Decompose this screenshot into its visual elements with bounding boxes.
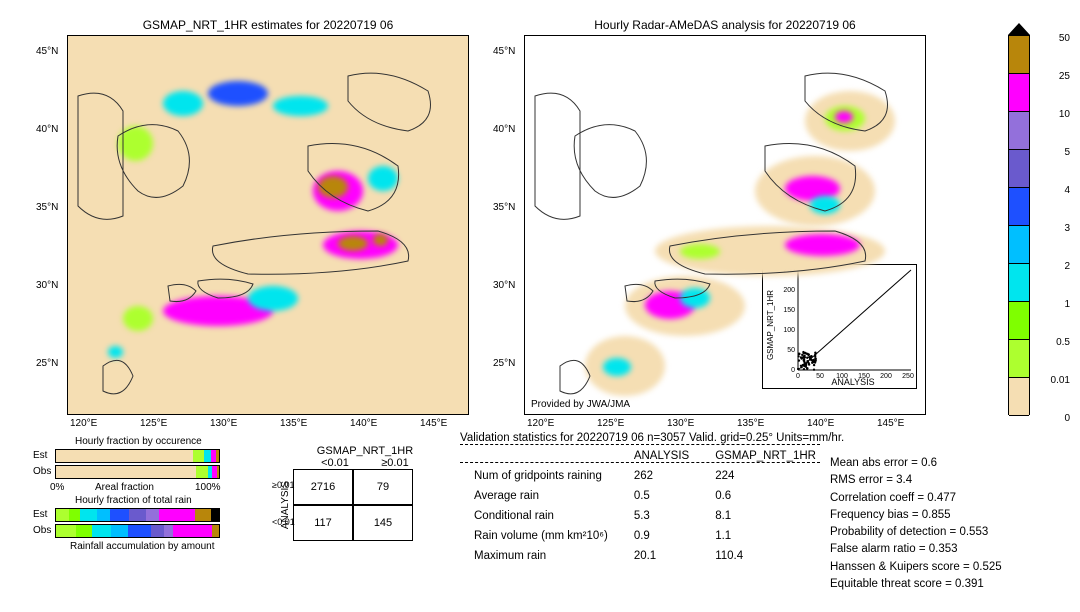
precip-region	[163, 91, 203, 116]
figure-root: GSMAP_NRT_1HR estimates for 20220719 06 …	[0, 0, 1080, 612]
stat-row: Frequency bias = 0.855	[830, 507, 1002, 524]
precip-region	[603, 358, 631, 376]
svg-text:100: 100	[783, 327, 795, 334]
precip-region	[810, 196, 840, 214]
error-stats: Mean abs error = 0.6RMS error = 3.4Corre…	[830, 455, 1002, 593]
precip-region	[318, 176, 348, 198]
validation-row: Num of gridpoints raining262224	[462, 467, 828, 485]
accum-title: Rainfall accumulation by amount	[70, 541, 215, 552]
colorbar-overflow-arrow	[1008, 23, 1030, 35]
precip-region	[680, 244, 720, 259]
precip-region	[273, 96, 328, 116]
gsmap-map	[67, 35, 469, 415]
totalrain-title: Hourly fraction of total rain	[75, 495, 192, 506]
precip-region	[108, 346, 123, 358]
ct-cell-11: 145	[353, 505, 413, 541]
precip-region	[248, 286, 298, 311]
scatter-svg: 005050100100150150200200250250 ANALYSIS …	[763, 265, 918, 390]
stat-row: Equitable threat score = 0.391	[830, 576, 1002, 593]
validation-row: Rain volume (mm km²10⁶)0.91.1	[462, 527, 828, 545]
validation-header: Validation statistics for 20220719 06 n=…	[460, 432, 844, 444]
left-map-title: GSMAP_NRT_1HR estimates for 20220719 06	[67, 18, 469, 32]
svg-text:0: 0	[796, 373, 800, 380]
stat-row: Probability of detection = 0.553	[830, 524, 1002, 541]
ct-cell-01: 79	[353, 469, 413, 505]
occurrence-section: Hourly fraction by occurence Est Obs 0% …	[55, 438, 220, 481]
attribution: Provided by JWA/JMA	[531, 399, 630, 410]
svg-text:200: 200	[783, 287, 795, 294]
precip-region	[123, 306, 153, 331]
svg-text:250: 250	[902, 373, 914, 380]
right-map-title: Hourly Radar-AMeDAS analysis for 2022071…	[524, 18, 926, 32]
precip-region	[785, 234, 860, 256]
validation-row: Maximum rain20.1110.4	[462, 547, 828, 565]
stat-row: Correlation coeff = 0.477	[830, 490, 1002, 507]
radar-amedas-map: Provided by JWA/JMA 00505010010015015020…	[524, 35, 926, 415]
totalrain-section: Hourly fraction of total rain Est Obs Ra…	[55, 497, 220, 540]
svg-text:200: 200	[880, 373, 892, 380]
svg-text:50: 50	[816, 373, 824, 380]
occurrence-title: Hourly fraction by occurence	[75, 436, 202, 447]
precip-region	[118, 126, 153, 161]
svg-text:50: 50	[787, 347, 795, 354]
stat-row: Mean abs error = 0.6	[830, 455, 1002, 472]
stat-row: RMS error = 3.4	[830, 472, 1002, 489]
svg-text:0: 0	[791, 367, 795, 374]
scatter-ylabel: GSMAP_NRT_1HR	[766, 290, 775, 360]
precip-region	[208, 81, 268, 106]
contingency-table: GSMAP_NRT_1HR <0.01≥0.01 ANALYSIS ≥0.01 …	[280, 445, 425, 541]
precip-region	[835, 111, 853, 123]
scatter-inset: 005050100100150150200200250250 ANALYSIS …	[762, 264, 917, 389]
precip-region	[338, 236, 368, 251]
stat-row: False alarm ratio = 0.353	[830, 541, 1002, 558]
svg-text:150: 150	[783, 307, 795, 314]
validation-row: Average rain0.50.6	[462, 487, 828, 505]
precip-region	[680, 288, 710, 308]
precip-region	[368, 166, 398, 191]
ct-cell-10: 117	[293, 505, 353, 541]
validation-table: ANALYSISGSMAP_NRT_1HR Num of gridpoints …	[460, 445, 830, 567]
precip-region	[373, 234, 388, 246]
colorbar	[1008, 35, 1030, 415]
validation-row: Conditional rain5.38.1	[462, 507, 828, 525]
scatter-xlabel: ANALYSIS	[831, 377, 874, 387]
stat-row: Hanssen & Kuipers score = 0.525	[830, 559, 1002, 576]
ct-cell-00: 2716	[293, 469, 353, 505]
